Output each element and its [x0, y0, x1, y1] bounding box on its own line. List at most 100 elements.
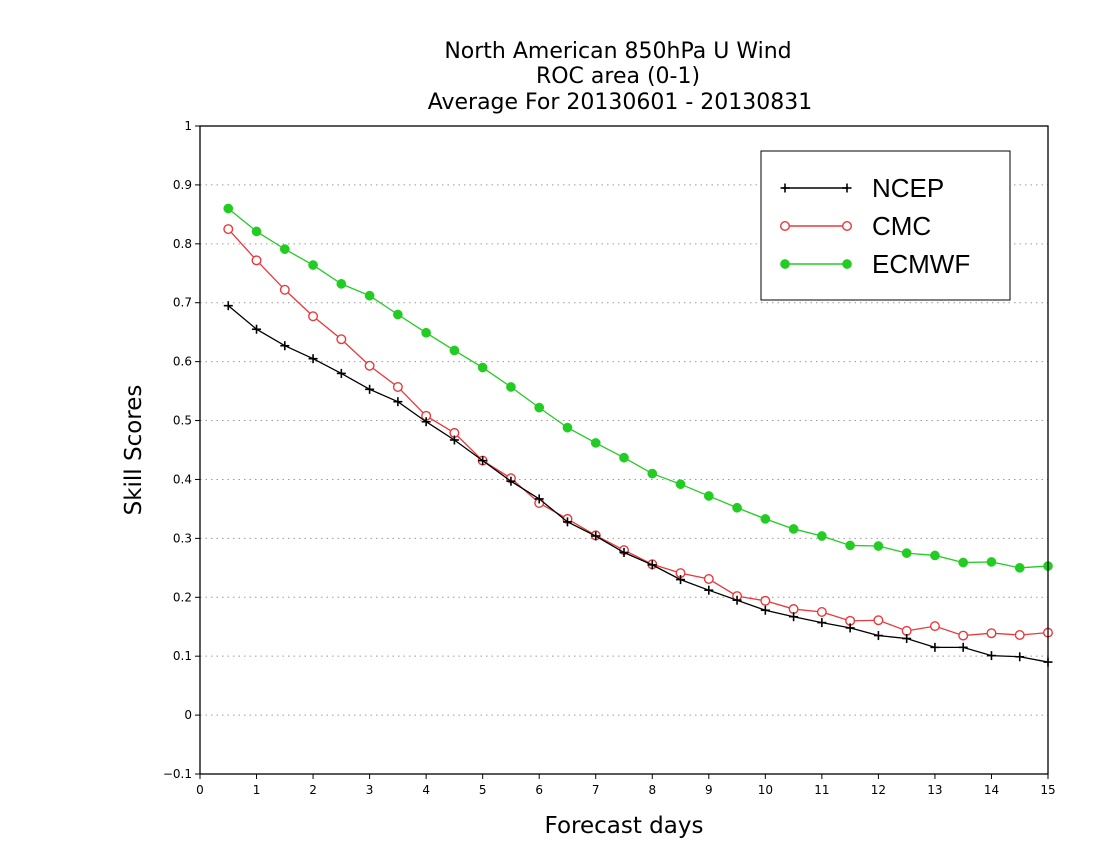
data-point-ecmwf: [1014, 562, 1025, 573]
y-tick-label: 0.3: [173, 531, 192, 545]
x-tick-label: 0: [196, 783, 204, 797]
legend-marker-ecmwf: [780, 259, 790, 269]
legend-label-cmc: CMC: [872, 211, 931, 241]
data-point-cmc: [760, 595, 771, 606]
x-tick-label: 14: [984, 783, 999, 797]
y-tick-label: 0.4: [173, 472, 192, 486]
data-point-ncep: [986, 651, 996, 661]
y-tick-label: 0.7: [173, 296, 192, 310]
data-point-ncep: [958, 642, 968, 652]
data-point-ncep: [506, 476, 516, 486]
data-point-cmc: [986, 628, 997, 639]
legend-marker-ecmwf: [842, 259, 852, 269]
data-point-ncep: [704, 585, 714, 595]
data-point-ncep: [902, 634, 912, 644]
y-tick-label: 1: [184, 119, 192, 133]
data-point-ecmwf: [845, 540, 855, 551]
chart-title: North American 850hPa U Wind ROC area (0…: [428, 39, 813, 115]
data-point-cmc: [929, 621, 940, 632]
y-tick-label: 0: [184, 708, 192, 722]
data-point-cmc: [816, 607, 827, 618]
plot-area-frame: [199, 125, 1049, 775]
data-point-ncep: [1015, 652, 1025, 662]
data-point-ncep: [591, 531, 601, 541]
data-point-ncep: [817, 618, 827, 628]
data-point-ecmwf: [393, 309, 403, 320]
x-tick-label: 12: [871, 783, 886, 797]
x-tick-label: 10: [758, 783, 773, 797]
x-tick-label: 6: [535, 783, 543, 797]
x-axis-title: Forecast days: [545, 813, 704, 839]
data-point-ecmwf: [251, 226, 262, 237]
y-tick-label: 0.8: [173, 237, 192, 251]
data-point-ecmwf: [901, 548, 912, 558]
data-point-ncep: [845, 623, 855, 633]
data-point-ecmwf: [308, 260, 318, 270]
data-point-ncep: [562, 517, 572, 527]
x-tick-label: 5: [479, 783, 487, 797]
series-line-ncep: [227, 305, 1049, 663]
data-point-cmc: [788, 604, 799, 615]
data-point-ecmwf: [534, 402, 545, 413]
data-point-ecmwf: [930, 550, 940, 561]
data-point-ncep: [534, 494, 544, 504]
data-point-ecmwf: [421, 327, 431, 338]
data-point-cmc: [392, 381, 403, 392]
y-tick-label: 0.2: [173, 590, 192, 604]
legend-item-ecmwf: ECMWF: [780, 249, 970, 279]
x-tick-label: 9: [705, 783, 713, 797]
data-point-cmc: [279, 284, 290, 295]
x-tick-label: 8: [648, 783, 656, 797]
y-tick-label: 0.6: [173, 355, 192, 369]
data-point-cmc: [336, 334, 347, 345]
legend-marker-ncep: [842, 183, 852, 193]
y-tick-label: 0.5: [173, 414, 192, 428]
x-tick-label: 7: [592, 783, 600, 797]
data-point-ecmwf: [279, 244, 290, 254]
data-point-ncep: [478, 456, 488, 466]
data-point-cmc: [873, 615, 884, 626]
data-point-ecmwf: [675, 479, 686, 490]
data-point-ncep: [873, 631, 883, 641]
data-point-cmc: [703, 574, 714, 585]
data-point-cmc: [364, 360, 375, 371]
data-point-ncep: [647, 560, 657, 570]
data-point-ncep: [252, 324, 262, 334]
data-point-ecmwf: [788, 524, 799, 534]
data-point-ncep: [930, 642, 940, 652]
legend-label-ecmwf: ECMWF: [872, 249, 970, 279]
x-tick-label: 15: [1040, 783, 1055, 797]
data-point-ecmwf: [986, 557, 997, 567]
data-point-cmc: [901, 625, 912, 636]
y-tick-label: −0.1: [163, 767, 192, 781]
series-ncep: [223, 301, 1053, 667]
y-tick-label: 0.9: [173, 178, 192, 192]
data-point-ecmwf: [817, 531, 827, 541]
data-point-ncep: [676, 575, 686, 585]
gridlines: [200, 184, 1048, 716]
legend-marker-cmc: [780, 220, 791, 231]
chart-title-line-2: ROC area (0-1): [536, 64, 700, 89]
data-point-ncep: [760, 605, 770, 615]
data-point-ecmwf: [647, 468, 658, 479]
data-point-ecmwf: [506, 382, 516, 392]
x-tick-label: 11: [814, 783, 829, 797]
legend-item-ncep: NCEP: [780, 173, 944, 203]
data-point-ecmwf: [364, 290, 375, 301]
data-point-ecmwf: [760, 514, 771, 524]
data-point-ecmwf: [958, 557, 969, 568]
x-tick-label: 1: [253, 783, 261, 797]
data-point-ecmwf: [562, 422, 573, 433]
x-tick-label: 4: [422, 783, 430, 797]
y-axis-ticks: −0.1 0 0.1 0.2 0.3 0.4 0.5 0.6 0.7 0.8 0.9 1: [163, 119, 200, 781]
x-axis-ticks: 0 1 2 3 4 5 6 7 8 9 10 11 12 13 14 15: [196, 774, 1056, 797]
x-tick-label: 3: [366, 783, 374, 797]
data-point-ncep: [223, 301, 233, 311]
data-point-ecmwf: [223, 203, 234, 214]
data-point-ecmwf: [590, 438, 601, 448]
y-axis-title: Skill Scores: [121, 385, 147, 516]
data-point-cmc: [251, 255, 262, 266]
data-point-ecmwf: [477, 362, 488, 373]
data-point-ncep: [336, 368, 346, 378]
